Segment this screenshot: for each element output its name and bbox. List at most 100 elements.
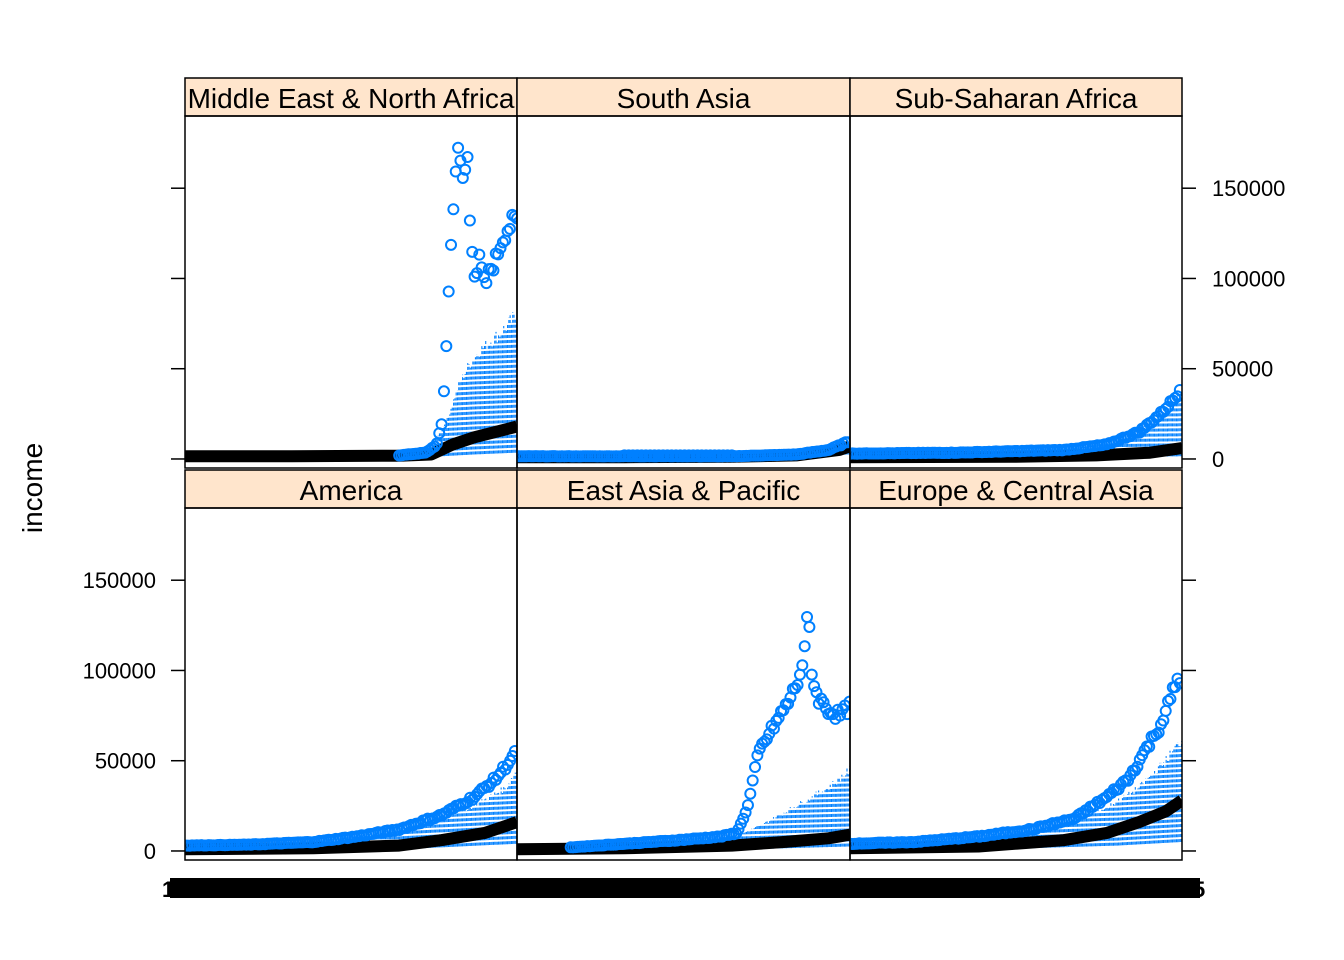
data-point xyxy=(452,141,465,154)
data-point xyxy=(1122,774,1135,787)
data-point xyxy=(669,449,682,462)
y-tick-label-left: 150000 xyxy=(83,568,156,593)
y-tick-label-right: 100000 xyxy=(1212,266,1285,291)
data-point xyxy=(739,806,752,819)
data-point xyxy=(503,222,516,235)
strip-title: East Asia & Pacific xyxy=(567,475,800,506)
y-axis-label: income xyxy=(17,443,48,533)
data-point xyxy=(442,285,455,298)
data-point xyxy=(485,262,498,275)
data-point xyxy=(803,620,816,633)
strip-background xyxy=(849,469,1183,509)
data-point xyxy=(712,449,725,462)
data-point xyxy=(459,163,472,176)
panel-data xyxy=(517,436,850,464)
data-point xyxy=(682,449,695,462)
data-point xyxy=(428,440,441,453)
y-tick-label-left: 100000 xyxy=(83,658,156,683)
data-point xyxy=(618,449,631,462)
data-point xyxy=(725,449,738,462)
data-point xyxy=(631,449,644,462)
data-point xyxy=(744,787,757,800)
data-point xyxy=(466,245,479,258)
data-point xyxy=(808,680,821,693)
panel-2: Sub-Saharan Africa xyxy=(849,77,1183,469)
axes-group: 0 0 50000 50000 100000 100000 150000 150000 xyxy=(83,176,1286,864)
data-point xyxy=(456,171,469,184)
data-point xyxy=(695,449,708,462)
data-point xyxy=(652,449,665,462)
data-point xyxy=(665,449,678,462)
data-point xyxy=(805,668,818,681)
panel-1: South Asia xyxy=(516,77,851,469)
data-point xyxy=(496,236,509,249)
data-point xyxy=(435,418,448,431)
strip-title: America xyxy=(300,475,403,506)
data-point xyxy=(732,823,745,836)
data-point xyxy=(841,436,850,449)
data-point xyxy=(796,659,809,672)
data-point xyxy=(1150,728,1163,741)
data-point xyxy=(1131,760,1144,773)
x-tick-labels-overprint xyxy=(170,878,1200,898)
panel-data xyxy=(185,141,517,463)
panel-5: Europe & Central Asia xyxy=(849,469,1183,861)
data-point xyxy=(635,449,648,462)
data-point xyxy=(506,750,517,763)
data-point xyxy=(817,696,830,709)
data-point xyxy=(461,151,474,164)
data-point xyxy=(708,449,721,462)
data-point xyxy=(751,749,764,762)
data-point xyxy=(741,799,754,812)
data-point xyxy=(473,248,486,261)
panels-group: Middle East & North Africa South Asia Sub-… xyxy=(184,77,1183,861)
panel-4: East Asia & Pacific xyxy=(516,469,851,861)
data-point xyxy=(1173,383,1182,396)
data-point xyxy=(841,708,850,721)
data-point xyxy=(678,449,691,462)
data-point xyxy=(622,449,635,462)
data-point xyxy=(789,682,802,695)
data-point xyxy=(834,709,847,722)
data-point xyxy=(700,449,713,462)
data-point xyxy=(627,449,640,462)
data-point xyxy=(644,449,657,462)
data-point xyxy=(501,225,514,238)
strip-background xyxy=(849,77,1183,117)
data-point xyxy=(737,812,750,825)
y-tick-label-left: 50000 xyxy=(95,749,156,774)
data-point xyxy=(454,154,467,167)
data-point xyxy=(464,791,477,804)
y-tick-label-right: 50000 xyxy=(1212,357,1273,382)
data-point xyxy=(511,212,517,225)
data-point xyxy=(508,744,517,757)
panel-frame xyxy=(849,115,1183,469)
data-point xyxy=(760,733,773,746)
data-point xyxy=(639,449,652,462)
panel-data xyxy=(185,744,517,856)
x-tick-label-last: 5 xyxy=(1193,877,1205,902)
data-point xyxy=(1164,693,1177,706)
data-point xyxy=(691,449,704,462)
strip-title: Sub-Saharan Africa xyxy=(895,83,1138,114)
data-point xyxy=(767,722,780,735)
data-point xyxy=(508,210,517,223)
data-point xyxy=(749,761,762,774)
x-tick-label-first: 1 xyxy=(162,877,174,902)
data-point xyxy=(445,238,458,251)
data-point xyxy=(661,449,674,462)
data-point xyxy=(1152,726,1165,739)
data-point xyxy=(1162,695,1175,708)
data-point xyxy=(1171,390,1182,403)
data-point xyxy=(687,449,700,462)
data-point xyxy=(480,277,493,290)
data-point xyxy=(437,385,450,398)
data-point xyxy=(447,203,460,216)
data-point xyxy=(798,640,811,653)
y-tick-label-left: 0 xyxy=(144,839,156,864)
strip-title: Europe & Central Asia xyxy=(878,475,1154,506)
strip-background xyxy=(184,77,518,117)
data-point xyxy=(492,248,505,261)
